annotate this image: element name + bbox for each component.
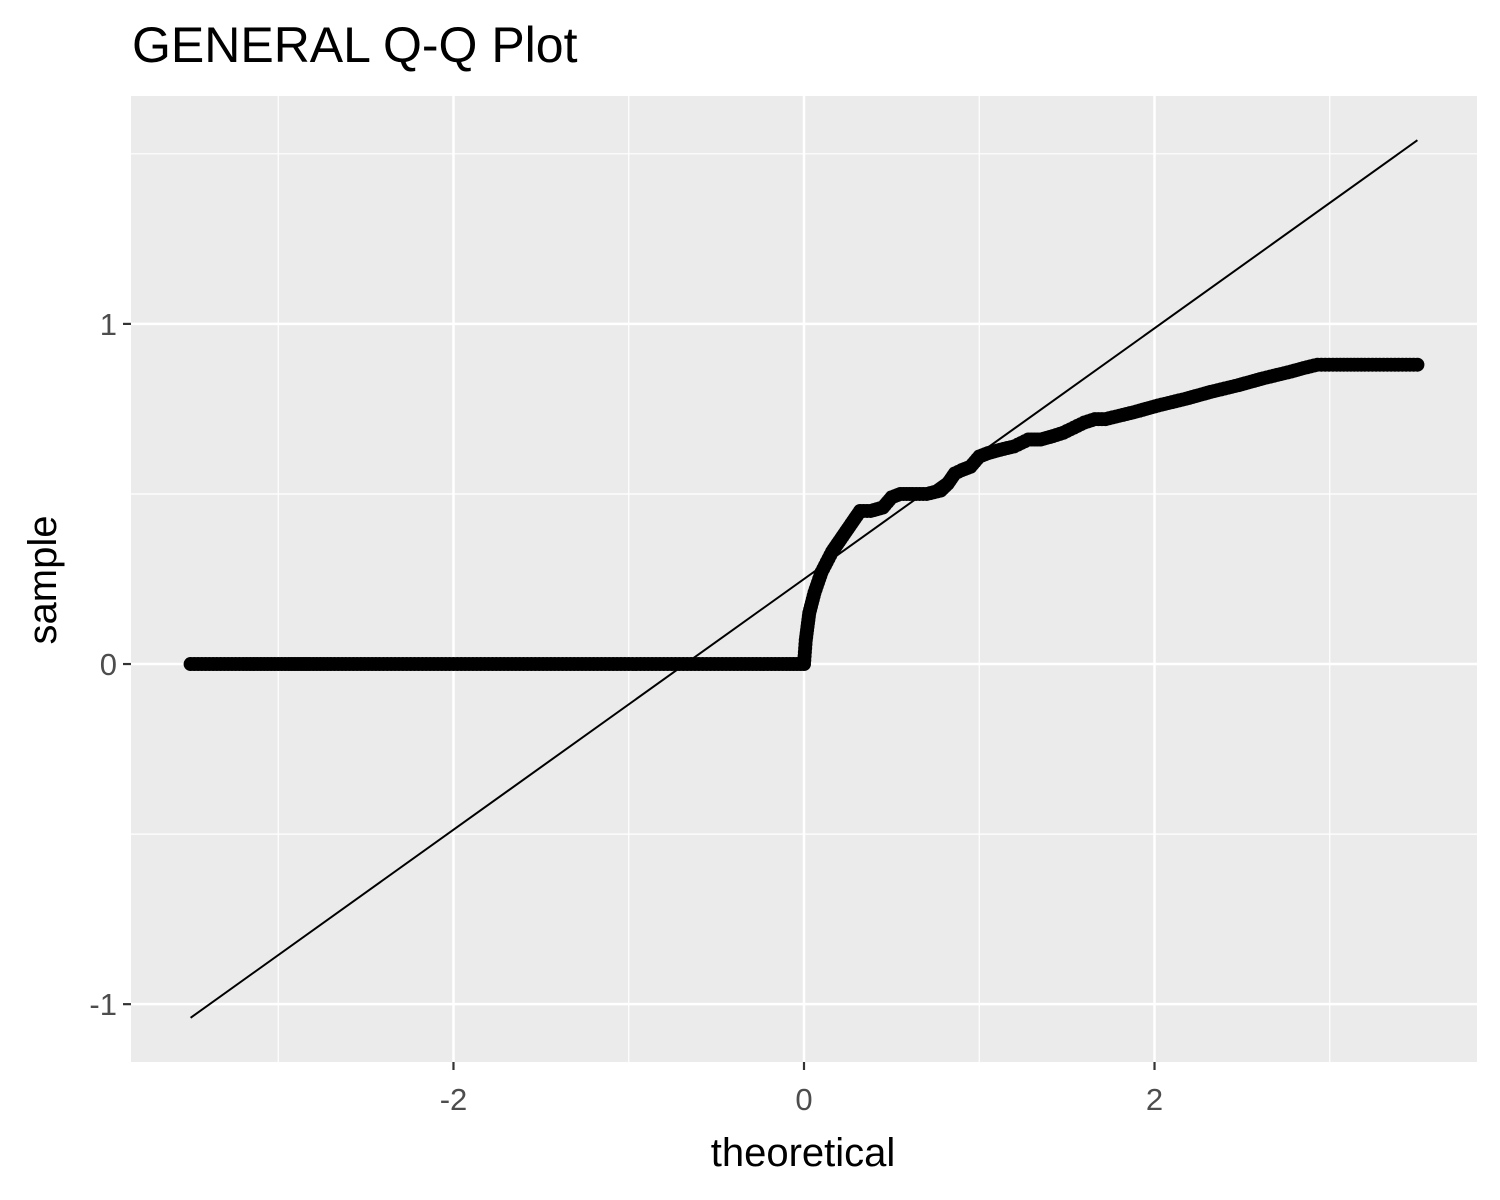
x-axis-title: theoretical [711, 1131, 896, 1175]
major-gridlines [131, 96, 1477, 1062]
y-tick-label: 1 [100, 307, 117, 342]
x-tick-label: -2 [440, 1082, 468, 1117]
y-tick-label: -1 [89, 987, 117, 1022]
y-tick-label: 0 [100, 647, 117, 682]
x-axis: -2 0 2 [440, 1062, 1163, 1117]
x-tick-label: 2 [1146, 1082, 1163, 1117]
y-axis: -1 0 1 [89, 307, 131, 1022]
x-tick-label: 0 [795, 1082, 812, 1117]
chart-title: GENERAL Q-Q Plot [132, 17, 578, 73]
data-point [1406, 357, 1421, 372]
y-axis-title: sample [21, 516, 65, 645]
reference-line [190, 139, 1418, 1019]
